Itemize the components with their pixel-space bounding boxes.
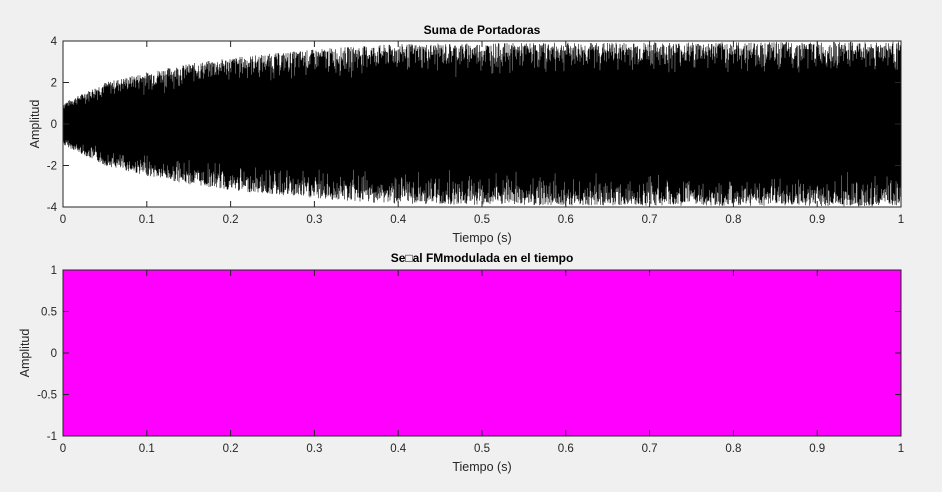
bottom-chart-ylabel: Amplitud bbox=[18, 329, 32, 378]
top-chart-xlabel: Tiempo (s) bbox=[452, 231, 511, 245]
bottom-chart-ytick-label: 0.5 bbox=[41, 307, 57, 319]
top-chart-ytick-label: 2 bbox=[51, 78, 57, 90]
bottom-chart-xtick-label: 0 bbox=[60, 443, 66, 455]
bottom-chart-ytick-label: 0 bbox=[51, 348, 57, 360]
top-chart-series-0 bbox=[62, 41, 902, 207]
top-chart-xtick-label: 0.6 bbox=[558, 214, 574, 226]
bottom-chart-xlabel: Tiempo (s) bbox=[452, 460, 511, 474]
top-chart-xtick-label: 0.7 bbox=[642, 214, 658, 226]
bottom-chart-ytick-label: -0.5 bbox=[37, 390, 57, 402]
top-chart-title: Suma de Portadoras bbox=[424, 23, 541, 37]
top-chart-xtick-label: 0.4 bbox=[390, 214, 407, 226]
bottom-chart-title: Se□al FMmodulada en el tiempo bbox=[391, 251, 574, 265]
bottom-chart-xtick-label: 0.7 bbox=[642, 443, 658, 455]
top-chart-ytick-label: 4 bbox=[51, 36, 58, 48]
top-chart-xtick-label: 0.8 bbox=[725, 214, 741, 226]
top-chart-ylabel: Amplitud bbox=[28, 100, 42, 149]
top-chart-xtick-label: 0.9 bbox=[809, 214, 825, 226]
top-chart-xtick-label: 1 bbox=[898, 214, 904, 226]
bottom-chart: Se□al FMmodulada en el tiempo Tiempo (s)… bbox=[18, 251, 904, 474]
bottom-chart-xtick-label: 0.2 bbox=[223, 443, 239, 455]
bottom-chart-xtick-label: 0.8 bbox=[725, 443, 741, 455]
bottom-chart-ytick-label: -1 bbox=[47, 431, 57, 443]
bottom-chart-xtick-label: 0.3 bbox=[306, 443, 322, 455]
top-chart: Suma de Portadoras Tiempo (s) Amplitud 0… bbox=[28, 23, 904, 245]
bottom-chart-xtick-label: 0.1 bbox=[139, 443, 155, 455]
top-chart-xtick-label: 0.5 bbox=[474, 214, 490, 226]
top-chart-ytick-label: -2 bbox=[47, 161, 57, 173]
bottom-chart-ytick-label: 1 bbox=[51, 265, 57, 277]
bottom-chart-xtick-label: 1 bbox=[898, 443, 904, 455]
top-chart-ytick-label: -4 bbox=[47, 202, 58, 214]
top-chart-xtick-label: 0.2 bbox=[223, 214, 239, 226]
top-chart-xtick-label: 0.3 bbox=[306, 214, 322, 226]
bottom-chart-xtick-label: 0.5 bbox=[474, 443, 490, 455]
top-chart-ytick-label: 0 bbox=[51, 119, 57, 131]
top-chart-xtick-label: 0.1 bbox=[139, 214, 155, 226]
bottom-chart-xtick-label: 0.6 bbox=[558, 443, 574, 455]
bottom-chart-xtick-label: 0.4 bbox=[390, 443, 407, 455]
top-chart-xtick-label: 0 bbox=[60, 214, 66, 226]
bottom-chart-xtick-label: 0.9 bbox=[809, 443, 825, 455]
bottom-chart-series-0 bbox=[62, 269, 902, 437]
